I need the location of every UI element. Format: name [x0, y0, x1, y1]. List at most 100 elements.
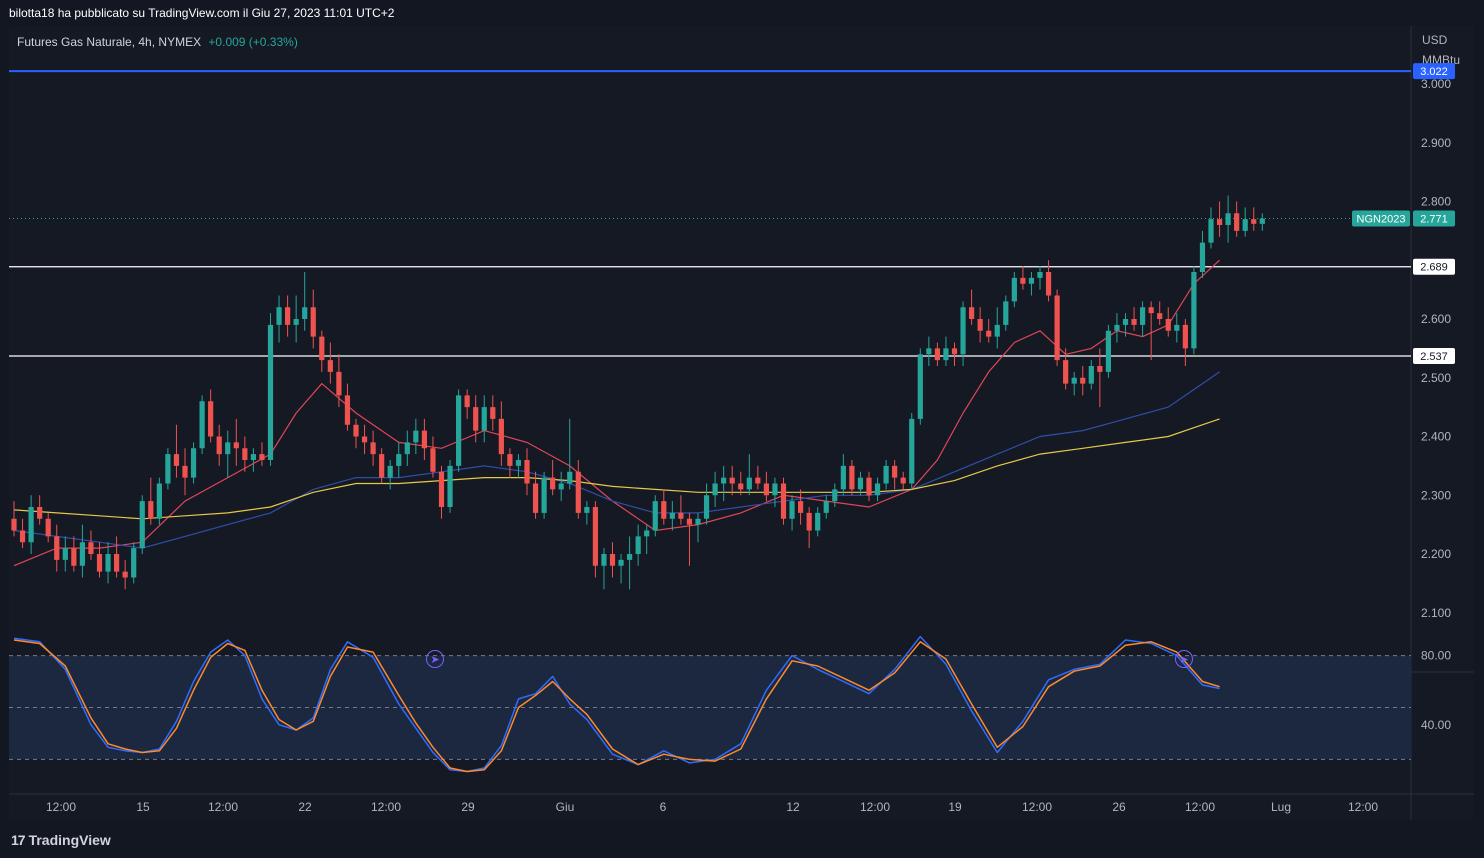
- candle-up: [823, 501, 829, 513]
- candle-down: [310, 307, 316, 337]
- candle-down: [353, 424, 359, 437]
- candle-up: [515, 460, 522, 466]
- candle-down: [319, 336, 325, 361]
- candle-up: [644, 530, 650, 537]
- candle-down: [686, 518, 693, 525]
- candle-up: [1088, 366, 1094, 384]
- chart-canvas[interactable]: 12:00 15 12:00 22 12:00 29 Giu 6 12 12:00 19 12:00 2…: [9, 26, 1474, 820]
- footer: 17 TradingView: [0, 826, 1484, 858]
- last-price-tag-bg: [1413, 210, 1455, 227]
- candle-down: [729, 477, 735, 484]
- candle-up: [156, 483, 162, 519]
- candle-down: [969, 307, 975, 319]
- candle-down: [19, 530, 26, 543]
- candle-up: [1071, 377, 1077, 384]
- candle-up: [1122, 319, 1129, 325]
- candle-up: [601, 554, 607, 566]
- currency-label: USD: [1422, 33, 1448, 47]
- candle-up: [413, 430, 419, 443]
- x-tick-label: 19: [948, 800, 962, 814]
- x-tick-label: 12:00: [371, 800, 401, 814]
- candle-up: [994, 324, 1000, 337]
- stoch-k-line: [13, 635, 1220, 773]
- level-tag-bg: [1413, 258, 1455, 275]
- candle-down: [464, 395, 470, 408]
- candle-up: [190, 448, 197, 478]
- ma-slow-line: [13, 418, 1220, 520]
- candle-down: [96, 554, 103, 572]
- candle-down: [379, 454, 385, 478]
- y-tick-label: 2.300: [1421, 488, 1451, 502]
- candle-up: [1105, 330, 1111, 372]
- candle-down: [1165, 319, 1171, 331]
- candle-down: [182, 465, 188, 478]
- candle-up: [1208, 219, 1214, 243]
- candle-down: [361, 436, 368, 443]
- arrow-circle-icon[interactable]: ➤: [426, 650, 444, 668]
- candle-down: [780, 483, 787, 519]
- price-tags: 3.022 2.689 2.537 2.771 NGN2023: [1352, 63, 1455, 365]
- candle-up: [28, 507, 34, 543]
- axes: 12:00 15 12:00 22 12:00 29 Giu 6 12 12:00 19 12:00 2…: [46, 33, 1460, 814]
- candle-up: [1259, 218, 1265, 224]
- candle-down: [1157, 313, 1163, 319]
- candle-up: [746, 477, 752, 490]
- candle-up: [960, 307, 966, 355]
- candle-down: [798, 501, 804, 513]
- candle-down: [71, 548, 77, 566]
- candle-down: [37, 507, 43, 519]
- candle-up: [1028, 277, 1035, 284]
- candle-down: [54, 536, 60, 560]
- ma-mid-line: [13, 371, 1220, 549]
- candle-up: [165, 454, 171, 484]
- candle-down: [370, 442, 376, 455]
- y-tick-label: 2.200: [1421, 547, 1451, 561]
- candle-down: [114, 554, 120, 572]
- candle-up: [1191, 272, 1197, 349]
- candle-up: [267, 324, 274, 460]
- last-price-tag: 2.771: [1420, 214, 1448, 226]
- candle-down: [285, 307, 291, 325]
- candle-down: [1131, 319, 1137, 325]
- symbol-tag-bg: [1352, 210, 1410, 227]
- candle-up: [276, 307, 282, 325]
- candle-up: [396, 454, 402, 466]
- y-tick-label: 3.000: [1421, 77, 1451, 91]
- candle-down: [661, 501, 667, 519]
- level-tag: 2.537: [1420, 351, 1448, 363]
- candle-down: [336, 371, 342, 396]
- arrow-circle-icon[interactable]: ➤: [1175, 650, 1193, 668]
- candle-up: [1114, 324, 1120, 331]
- candle-down: [216, 436, 222, 455]
- candle-up: [874, 483, 881, 496]
- candle-down: [1054, 295, 1060, 361]
- candle-up: [293, 319, 299, 325]
- candle-down: [88, 542, 94, 554]
- candle-up: [721, 477, 727, 484]
- candle-down: [507, 454, 513, 466]
- tradingview-logo-icon: 17: [11, 832, 26, 848]
- candle-down: [755, 477, 761, 484]
- candle-down: [951, 348, 958, 355]
- candle-up: [567, 471, 573, 484]
- x-tick-label: 22: [298, 800, 312, 814]
- candle-up: [669, 512, 675, 519]
- candle-up: [558, 483, 564, 490]
- candle-down: [1020, 277, 1026, 284]
- x-tick-label: 12:00: [46, 800, 76, 814]
- tradingview-logo[interactable]: 17 TradingView: [11, 832, 111, 848]
- candle-up: [199, 401, 205, 449]
- candle-up: [652, 501, 658, 531]
- symbol-legend[interactable]: Futures Gas Naturale, 4h, NYMEX +0.009 (…: [17, 35, 298, 49]
- candle-up: [840, 465, 846, 490]
- candle-up: [943, 348, 949, 361]
- candle-down: [1045, 272, 1052, 296]
- x-tick-label: 26: [1112, 800, 1126, 814]
- candle-down: [122, 571, 128, 578]
- candle-down: [498, 418, 504, 455]
- candle-up: [1011, 277, 1017, 302]
- candle-up: [1140, 307, 1146, 325]
- candle-down: [866, 477, 872, 496]
- candle-down: [1182, 324, 1188, 349]
- candle-up: [883, 465, 889, 484]
